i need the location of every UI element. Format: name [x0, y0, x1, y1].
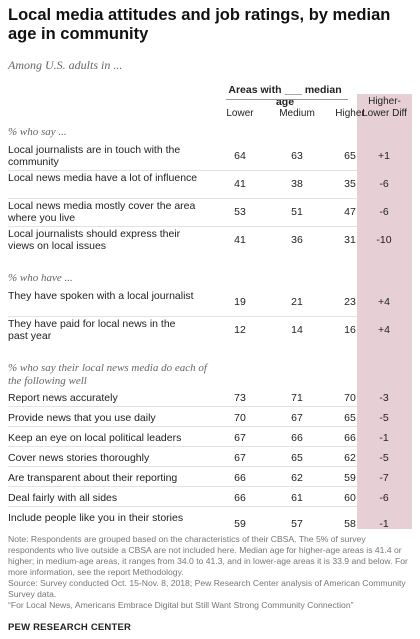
chart-title: Local media attitudes and job ratings, b… — [8, 6, 391, 43]
brand-logo-text: PEW RESEARCH CENTER — [8, 622, 132, 633]
cell-value: 70 — [234, 412, 246, 424]
column-header: Lower — [226, 108, 254, 119]
cell-value: 16 — [344, 324, 356, 336]
cell-value: 38 — [291, 178, 303, 190]
row-label: Cover news stories thoroughly — [8, 452, 150, 464]
row-label: Report news accurately — [8, 392, 118, 404]
cell-value: 62 — [291, 472, 303, 484]
column-header-diff: Higher-Lower Diff — [362, 96, 407, 119]
cell-value: 63 — [291, 150, 303, 162]
cell-value: 65 — [344, 412, 356, 424]
cell-value: 12 — [234, 324, 246, 336]
cell-value: 31 — [344, 234, 356, 246]
section-heading: % who say their local news media do each… — [8, 362, 207, 387]
diff-value: -7 — [379, 472, 389, 484]
cell-value: 62 — [344, 452, 356, 464]
row-divider — [8, 198, 358, 199]
column-header: Higher — [335, 108, 365, 119]
cell-value: 71 — [291, 392, 303, 404]
cell-value: 66 — [344, 432, 356, 444]
diff-value: -1 — [379, 432, 389, 444]
report-title-text: “For Local News, Americans Embrace Digit… — [8, 600, 354, 610]
cell-value: 57 — [291, 518, 303, 530]
cell-value: 65 — [344, 150, 356, 162]
row-divider — [8, 170, 358, 171]
cell-value: 41 — [234, 178, 246, 190]
row-label: They have spoken with a local journalist — [8, 290, 194, 302]
column-header: Medium — [279, 108, 315, 119]
row-label: Are transparent about their reporting — [8, 472, 178, 484]
diff-value: +4 — [378, 324, 390, 336]
cell-value: 67 — [234, 452, 246, 464]
row-divider — [8, 446, 358, 447]
diff-value: -1 — [379, 518, 389, 530]
diff-value: -10 — [376, 234, 392, 246]
column-group-rule — [226, 99, 348, 100]
cell-value: 67 — [291, 412, 303, 424]
section-heading: % who have ... — [8, 272, 73, 284]
cell-value: 21 — [291, 296, 303, 308]
cell-value: 61 — [291, 492, 303, 504]
cell-value: 66 — [291, 432, 303, 444]
cell-value: 36 — [291, 234, 303, 246]
cell-value: 59 — [344, 472, 356, 484]
cell-value: 73 — [234, 392, 246, 404]
cell-value: 35 — [344, 178, 356, 190]
diff-value: -6 — [379, 492, 389, 504]
cell-value: 66 — [234, 472, 246, 484]
cell-value: 53 — [234, 206, 246, 218]
diff-value: -5 — [379, 412, 389, 424]
cell-value: 60 — [344, 492, 356, 504]
diff-value: -6 — [379, 178, 389, 190]
row-label: Keep an eye on local political leaders — [8, 432, 182, 444]
row-divider — [8, 506, 358, 507]
diff-value: -3 — [379, 392, 389, 404]
cell-value: 65 — [291, 452, 303, 464]
column-group-header: Areas with ___ median age — [228, 84, 342, 108]
row-label: Include people like you in their stories — [8, 512, 184, 524]
cell-value: 14 — [291, 324, 303, 336]
cell-value: 23 — [344, 296, 356, 308]
row-divider — [8, 406, 358, 407]
chart-notes: Note: Respondents are grouped based on t… — [8, 534, 412, 611]
row-divider — [8, 226, 358, 227]
diff-value: +1 — [378, 150, 390, 162]
row-label: They have paid for local news in the pas… — [8, 318, 176, 342]
cell-value: 47 — [344, 206, 356, 218]
row-label: Local journalists should express their v… — [8, 228, 181, 252]
cell-value: 66 — [234, 492, 246, 504]
cell-value: 67 — [234, 432, 246, 444]
row-divider — [8, 486, 358, 487]
diff-value: -5 — [379, 452, 389, 464]
cell-value: 58 — [344, 518, 356, 530]
cell-value: 64 — [234, 150, 246, 162]
cell-value: 70 — [344, 392, 356, 404]
cell-value: 41 — [234, 234, 246, 246]
section-heading: % who say ... — [8, 126, 67, 138]
diff-value: +4 — [378, 296, 390, 308]
row-divider — [8, 316, 358, 317]
row-divider — [8, 466, 358, 467]
diff-value: -6 — [379, 206, 389, 218]
chart-subtitle: Among U.S. adults in ... — [8, 58, 123, 72]
row-label: Deal fairly with all sides — [8, 492, 118, 504]
row-divider — [8, 426, 358, 427]
row-label: Provide news that you use daily — [8, 412, 156, 424]
source-text: Source: Survey conducted Oct. 15-Nov. 8,… — [8, 578, 406, 599]
row-label: Local news media mostly cover the area w… — [8, 200, 196, 224]
diff-column-band — [357, 94, 412, 529]
row-label: Local journalists are in touch with the … — [8, 144, 181, 168]
row-label: Local news media have a lot of influence — [8, 172, 198, 184]
cell-value: 59 — [234, 518, 246, 530]
note-text: Note: Respondents are grouped based on t… — [8, 534, 408, 577]
cell-value: 51 — [291, 206, 303, 218]
cell-value: 19 — [234, 296, 246, 308]
